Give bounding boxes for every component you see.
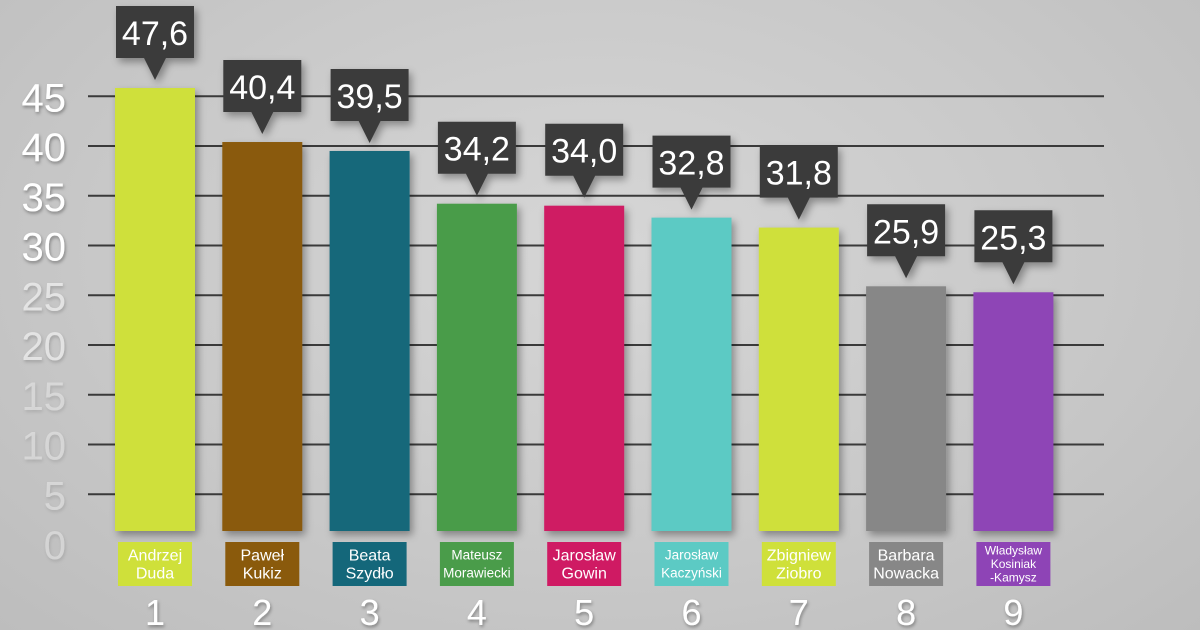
name-label: Andrzej [128,548,182,565]
value-callout [652,135,731,210]
rank-label: 4 [467,592,487,630]
value-callout [437,121,516,196]
name-label-box [761,542,836,586]
value-callout [974,210,1053,285]
name-label: Szydło [346,566,394,583]
value-callout [759,145,838,220]
bar [222,142,303,531]
name-label-box [439,542,514,586]
bar [544,205,625,531]
y-tick-label: 30 [22,226,67,270]
value-callout [116,6,194,80]
value-label: 40,4 [229,69,295,107]
value-label: 31,8 [766,155,832,193]
value-label: 25,9 [873,213,939,251]
name-label-box [976,542,1051,586]
bar [866,286,947,531]
bar [329,150,410,531]
y-tick-label: 15 [22,375,67,419]
rank-label: 9 [1003,592,1023,630]
y-tick-label: 20 [22,325,67,369]
name-label: -Kamysz [990,571,1037,585]
y-tick-label: 45 [22,76,67,120]
name-label: Jarosław [665,548,719,563]
rank-label: 8 [896,592,916,630]
y-tick-label: 25 [22,275,67,319]
value-label: 47,6 [122,15,188,53]
name-label: Kaczyński [661,566,722,581]
value-callout [223,60,302,135]
name-label-box [547,542,622,586]
y-tick-label: 10 [22,425,67,469]
name-label: Beata [349,548,391,565]
name-label: Kukiz [243,566,282,583]
value-callout [867,204,946,279]
name-label: Gowin [562,566,607,583]
name-label: Kosiniak [991,557,1037,571]
rank-label: 1 [145,592,165,630]
y-tick-label: 40 [22,126,67,170]
value-callout [330,68,409,143]
rank-label: 2 [252,592,272,630]
name-label-box [118,542,192,586]
rank-label: 7 [789,592,809,630]
name-label: Barbara [878,548,935,565]
y-tick-label: 5 [44,474,66,518]
name-label: Ziobro [776,566,821,583]
y-tick-label: 0 [44,524,66,568]
value-label: 34,0 [551,133,617,171]
name-label-box [225,542,300,586]
name-label: Paweł [241,548,285,565]
name-label-box [654,542,729,586]
rank-label: 5 [574,592,594,630]
bar [115,88,195,531]
value-label: 32,8 [658,145,724,183]
bar [758,227,839,531]
y-tick-label: 35 [22,176,67,220]
name-label: Nowacka [873,566,939,583]
bar [436,203,517,531]
name-label: Władysław [985,544,1043,558]
value-label: 34,2 [444,131,510,169]
value-label: 39,5 [337,78,403,116]
name-label: Jarosław [553,548,617,565]
name-label: Duda [136,566,174,583]
name-label-box [332,542,407,586]
rank-label: 6 [681,592,701,630]
name-label: Mateusz [451,548,502,563]
value-label: 25,3 [980,219,1046,257]
name-label: Zbigniew [767,548,831,565]
bar [651,217,732,531]
value-callout [545,123,624,198]
rank-label: 3 [360,592,380,630]
bar [973,292,1054,531]
name-label-box [869,542,944,586]
name-label: Morawiecki [443,566,511,581]
